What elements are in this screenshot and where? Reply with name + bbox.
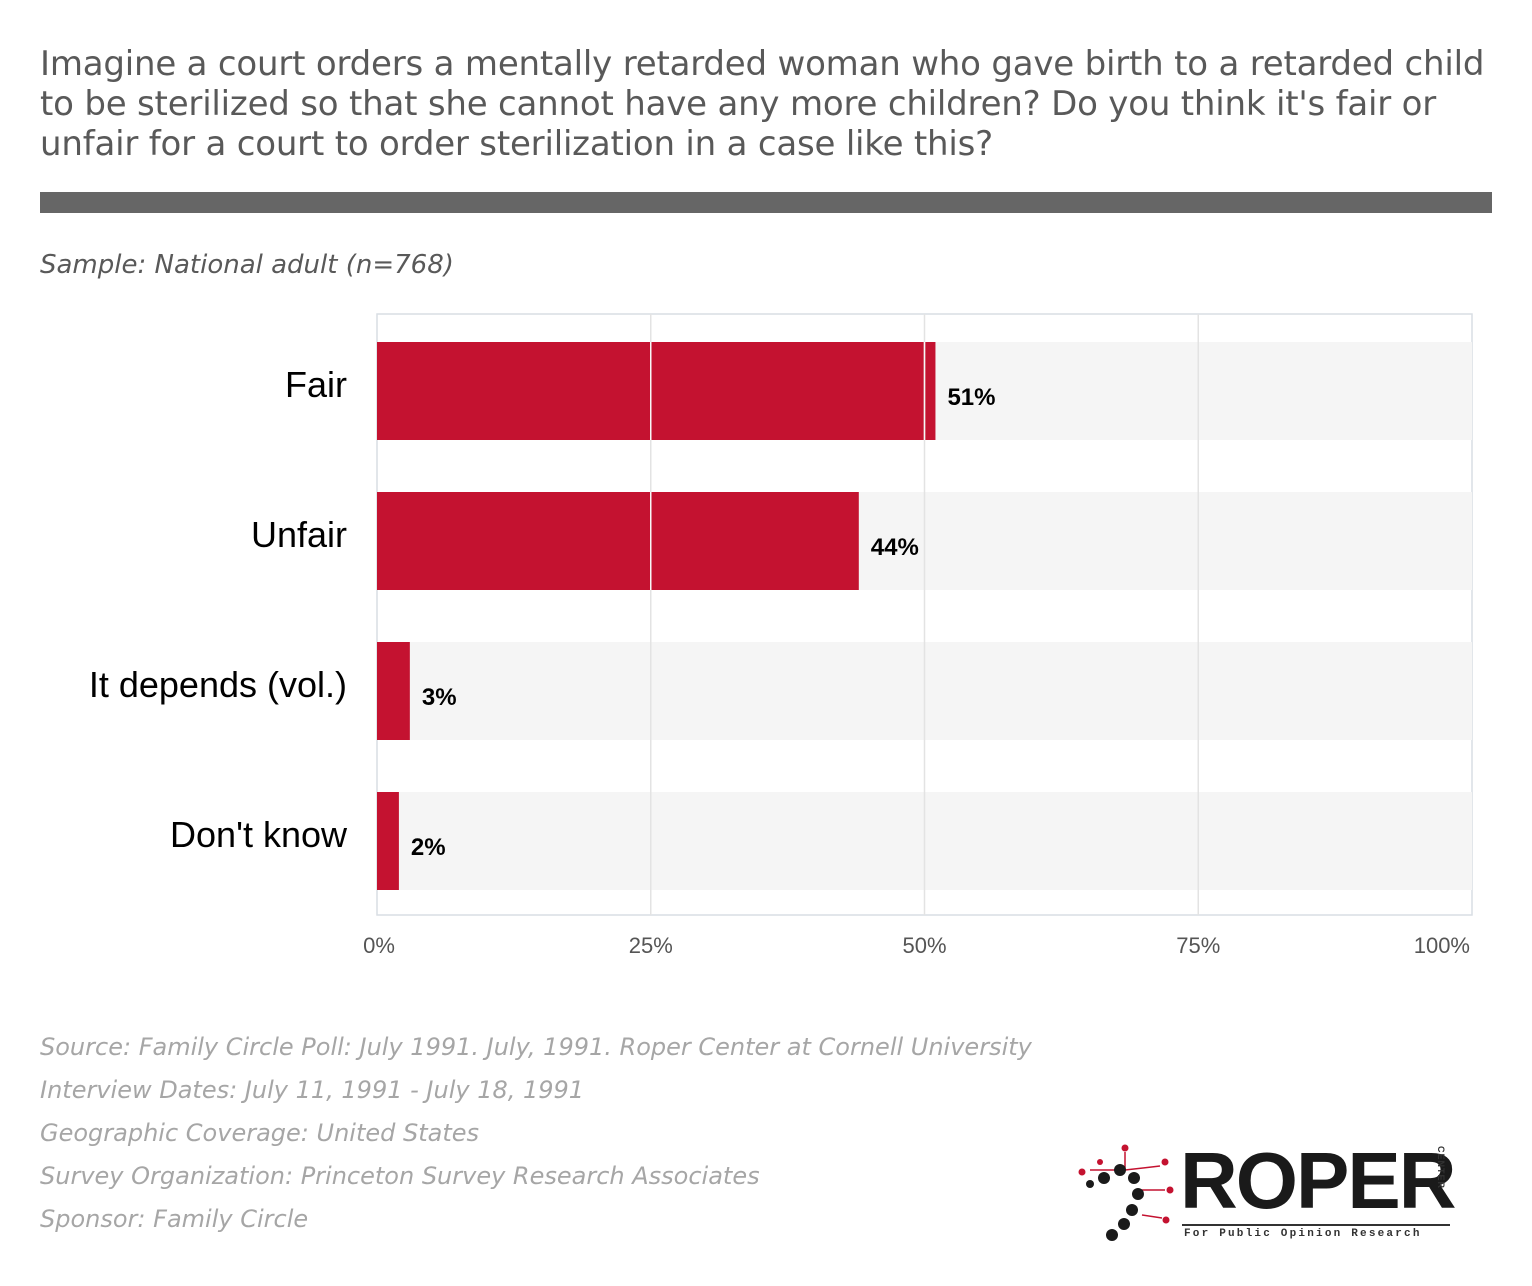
source-notes: Source: Family Circle Poll: July 1991. J… <box>40 1030 1032 1245</box>
value-label: 44% <box>871 534 919 561</box>
bar <box>377 642 410 740</box>
logo-divider <box>1182 1224 1450 1226</box>
category-label: Unfair <box>251 514 347 555</box>
x-tick-label: 25% <box>629 933 673 958</box>
category-label: Fair <box>285 364 347 405</box>
roper-logo: ROPER CENTER For Public Opinion Research <box>1070 1140 1460 1250</box>
roper-tagline: For Public Opinion Research <box>1184 1228 1422 1240</box>
value-label: 3% <box>422 684 457 711</box>
value-label: 2% <box>411 834 446 861</box>
bar-chart: Fair Unfair It depends (vol.) Don't know 51%… <box>89 313 1473 958</box>
bar <box>377 492 859 590</box>
chart-title: Imagine a court orders a mentally retard… <box>40 44 1485 164</box>
roper-molecule-icon <box>1078 1144 1174 1241</box>
category-label: Don't know <box>170 814 348 855</box>
sample-label: Sample: <box>40 250 147 280</box>
x-tick-label: 0% <box>363 933 395 958</box>
x-tick-label: 100% <box>1414 933 1470 958</box>
organization-line: Survey Organization: Princeton Survey Re… <box>40 1162 760 1190</box>
x-tick-label: 50% <box>902 933 946 958</box>
coverage-line: Geographic Coverage: United States <box>40 1119 480 1147</box>
title-divider <box>40 192 1492 213</box>
value-label: 51% <box>947 384 995 411</box>
category-label: It depends (vol.) <box>89 664 347 705</box>
sample-note: Sample: National adult (n=768) <box>40 250 454 280</box>
roper-center-text: CENTER <box>1436 1146 1446 1190</box>
bar <box>377 342 936 440</box>
roper-wordmark: ROPER <box>1180 1136 1456 1225</box>
sample-value: National adult (n=768) <box>154 250 454 280</box>
x-tick-label: 75% <box>1176 933 1220 958</box>
sponsor-line: Sponsor: Family Circle <box>40 1205 309 1233</box>
source-line: Source: Family Circle Poll: July 1991. J… <box>40 1033 1032 1061</box>
bar <box>377 792 399 890</box>
dates-line: Interview Dates: July 11, 1991 - July 18… <box>40 1076 585 1104</box>
